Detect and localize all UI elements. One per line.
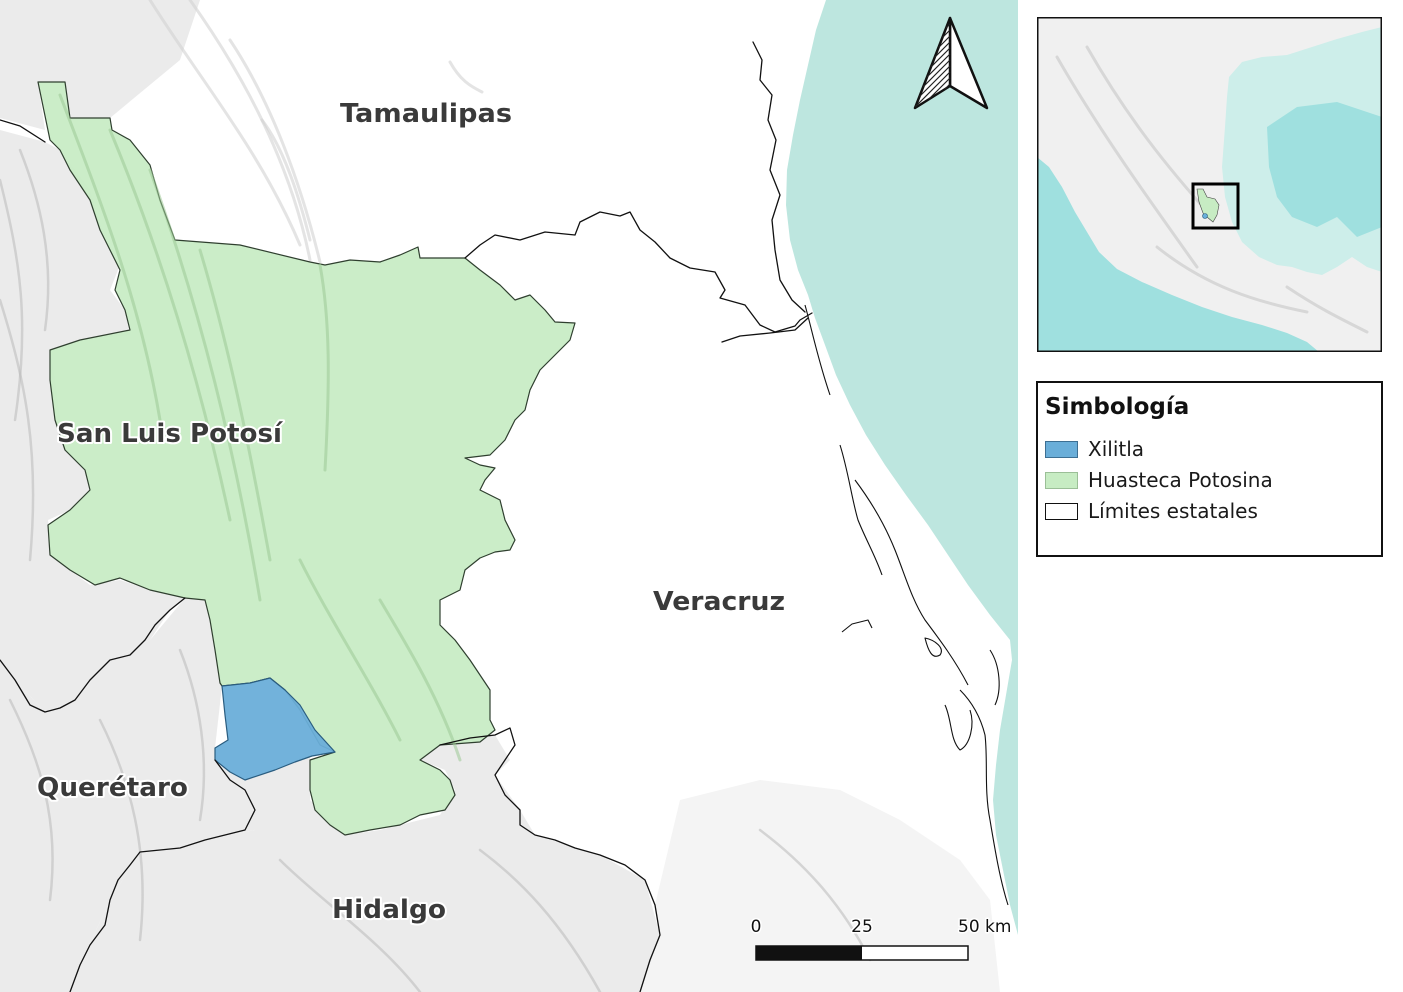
- legend-label-huasteca-potosina: Huasteca Potosina: [1088, 468, 1273, 492]
- terrain-ridge: [318, 263, 330, 472]
- north-arrow-hatching: [915, 23, 951, 107]
- xilitla-region: [214, 677, 336, 781]
- hatch-line: [930, 47, 951, 68]
- main-map: Tamaulipas San Luis Potosí Veracruz Quer…: [0, 0, 1018, 992]
- coastline-line: [804, 304, 831, 396]
- hillshade-relief: [0, 0, 1000, 992]
- hatch-line: [922, 59, 951, 88]
- scale-label-end: 50 km: [958, 917, 1011, 937]
- north-arrow-icon: [913, 16, 989, 110]
- coastal-lagoon-line: [854, 479, 969, 686]
- terrain-ridge: [228, 38, 322, 264]
- terrain-ridges: [0, 0, 872, 992]
- terrain-ridge: [260, 118, 312, 242]
- hillshade-patch: [0, 0, 200, 130]
- inset-ridge: [1285, 285, 1369, 334]
- terrain-ridge: [148, 168, 262, 602]
- river-line: [752, 41, 806, 313]
- hillshade-patch: [0, 130, 185, 712]
- coastal-lagoon-line: [959, 689, 1009, 906]
- inset-map-extent-rectangle: [1191, 182, 1240, 230]
- inset-frame: [1037, 17, 1382, 352]
- coastal-inlet-line: [841, 619, 873, 633]
- state-boundary-line: [69, 759, 256, 992]
- coastal-lagoon-line: [989, 649, 1000, 706]
- hatch-line: [941, 29, 951, 39]
- legend-label-xilitla: Xilitla: [1088, 437, 1145, 461]
- state-label-hidalgo: Hidalgo: [332, 895, 446, 925]
- hatch-line: [945, 23, 951, 29]
- terrain-ridge: [298, 558, 402, 742]
- terrain-ridge: [278, 858, 422, 992]
- terrain-ridge: [8, 698, 54, 902]
- terrain-ridge: [378, 598, 462, 762]
- legend-swatch-xilitla: [1045, 440, 1078, 458]
- inset-gulf-deep-water: [1267, 102, 1382, 237]
- terrain-ridge: [478, 848, 602, 992]
- state-label-san-luis-potosi: San Luis Potosí: [57, 419, 284, 449]
- legend-swatch-fill: [1045, 471, 1078, 489]
- hatch-line: [938, 35, 951, 48]
- terrain-ridge: [108, 128, 232, 522]
- terrain-ridge: [178, 648, 206, 822]
- scale-bar-segment-black: [756, 946, 862, 960]
- terrain-ridge: [448, 60, 484, 94]
- gulf-of-mexico-sea: [786, 0, 1018, 935]
- terrain-ridge: [0, 298, 35, 562]
- terrain-ridge: [58, 93, 162, 422]
- hillshade-patch: [0, 598, 255, 992]
- state-label-veracruz: Veracruz: [653, 587, 785, 617]
- legend-label-limites-estatales: Límites estatales: [1088, 499, 1258, 523]
- coastal-lagoon-line: [944, 704, 973, 751]
- scale-label-mid: 25: [851, 917, 873, 937]
- inset-ridge: [1085, 45, 1214, 219]
- legend-swatch-limites: [1045, 502, 1078, 520]
- coastal-lagoon-line: [839, 444, 883, 576]
- coastal-lagoon: [924, 637, 942, 657]
- locator-inset-map: [1037, 17, 1382, 352]
- inset-pacific-ocean: [1037, 157, 1319, 352]
- terrain-ridge: [18, 148, 50, 332]
- hillshade-patch: [70, 735, 660, 992]
- legend-item-huasteca-potosina: Huasteca Potosina: [1045, 470, 1273, 490]
- state-label-tamaulipas: Tamaulipas: [340, 99, 512, 129]
- hatch-line: [919, 65, 951, 97]
- legend-title: Simbología: [1045, 394, 1190, 420]
- state-label-queretaro: Querétaro: [37, 773, 188, 803]
- legend-swatch-fill: [1045, 440, 1078, 458]
- inset-relief: [1055, 45, 1369, 334]
- scale-bar-segment-white: [862, 946, 968, 960]
- inset-xilitla-marker: [1202, 213, 1208, 219]
- terrain-ridge: [758, 828, 872, 962]
- hatch-line: [934, 41, 951, 58]
- hatch-line: [928, 77, 951, 100]
- terrain-ridge: [198, 248, 272, 562]
- scale-label-zero: 0: [751, 917, 762, 937]
- terrain-ridge: [98, 718, 144, 942]
- legend-item-limites-estatales: Límites estatales: [1045, 501, 1258, 521]
- hatch-line: [926, 53, 951, 78]
- map-legend: Simbología Xilitla Huasteca Potosina Lím…: [1036, 381, 1383, 557]
- terrain-ridges-green: [58, 93, 462, 762]
- terrain-ridge: [148, 0, 302, 247]
- inset-ridge: [1155, 245, 1309, 314]
- hatch-line: [944, 83, 951, 90]
- hatch-line: [915, 71, 951, 107]
- inset-ridge: [1055, 55, 1199, 269]
- legend-item-xilitla: Xilitla: [1045, 439, 1144, 459]
- state-boundaries: [0, 41, 1009, 992]
- inset-huasteca-region: [1196, 188, 1220, 223]
- scale-bar-outline: [755, 945, 969, 961]
- legend-swatch-huasteca: [1045, 471, 1078, 489]
- legend-swatch-fill: [1045, 502, 1078, 520]
- state-boundary-line: [439, 727, 661, 992]
- scale-bar: 0 25 50 km: [749, 916, 1013, 961]
- terrain-ridge: [0, 178, 24, 422]
- state-boundary-line: [0, 119, 46, 143]
- huasteca-potosina-region: [37, 81, 576, 836]
- state-boundary-line: [464, 211, 813, 333]
- state-boundary-line: [0, 597, 186, 713]
- river-line: [721, 317, 809, 343]
